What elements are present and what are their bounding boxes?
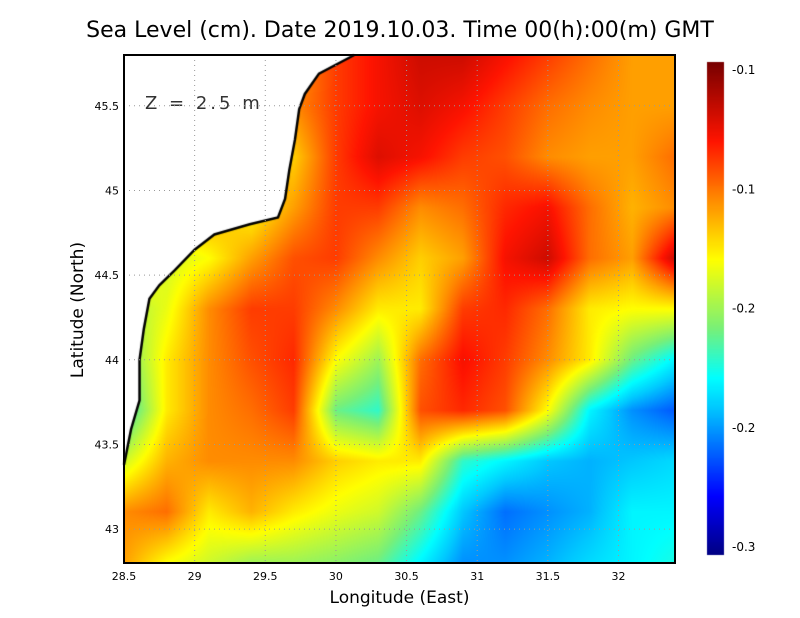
x-tick-label: 29 — [188, 570, 202, 583]
y-tick-label: 43 — [105, 523, 119, 536]
y-tick-label: 44.5 — [95, 269, 120, 282]
x-axis-label: Longitude (East) — [329, 588, 470, 608]
depth-annotation: Z = 2.5 m — [145, 93, 263, 114]
colorbar-tick-label: -0.2 — [732, 302, 755, 316]
colorbar-tick-label: -0.1 — [732, 182, 755, 196]
colorbar-tick-label: -0.1 — [732, 63, 755, 77]
chart-title: Sea Level (cm). Date 2019.10.03. Time 00… — [86, 18, 714, 43]
y-tick-label: 45 — [105, 184, 119, 197]
y-axis-label: Latitude (North) — [68, 241, 88, 379]
colorbar-tick-label: -0.2 — [732, 421, 755, 435]
y-tick-label: 45.5 — [95, 100, 120, 113]
sea-level-heatmap — [0, 50, 800, 568]
x-tick-label: 30.5 — [394, 570, 419, 583]
x-tick-label: 31 — [470, 570, 484, 583]
x-tick-label: 32 — [611, 570, 625, 583]
x-tick-label: 28.5 — [112, 570, 137, 583]
plot-frame — [123, 54, 676, 564]
x-tick-label: 31.5 — [536, 570, 561, 583]
x-tick-label: 30 — [329, 570, 343, 583]
y-tick-label: 43.5 — [95, 438, 120, 451]
colorbar-tick-label: -0.3 — [732, 540, 755, 554]
y-tick-label: 44 — [105, 354, 119, 367]
x-tick-label: 29.5 — [253, 570, 278, 583]
